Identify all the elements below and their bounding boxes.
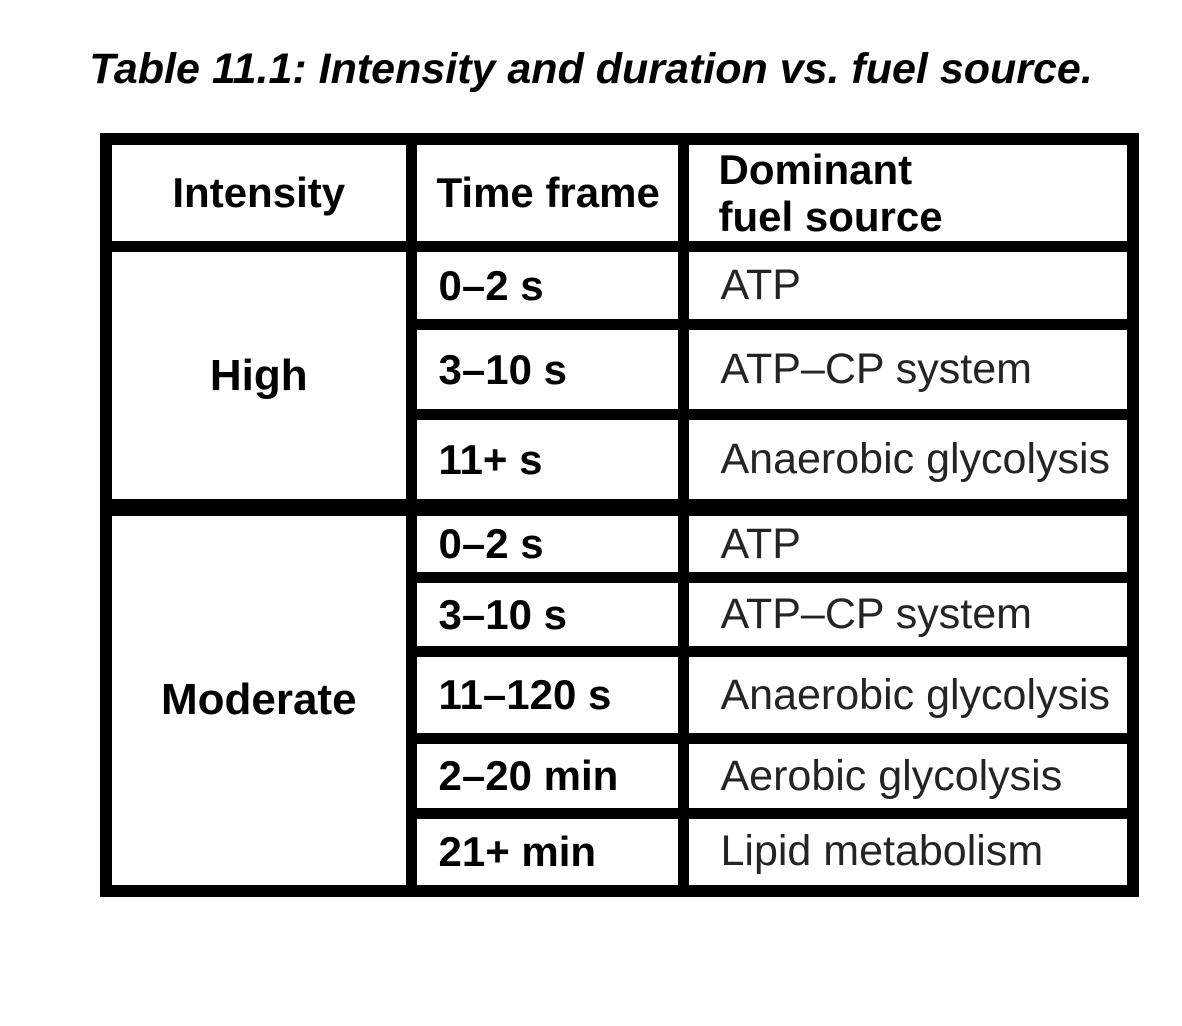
table-row: 11+ s Anaerobic glycolysis [106, 409, 1139, 514]
fuel-source-cell: Aerobic glycolysis [677, 733, 1139, 820]
fuel-source-cell: Anaerobic glycolysis [677, 409, 1139, 514]
table-row: 3–10 s ATP–CP system [106, 572, 1139, 658]
time-frame-cell: 0–2 s [405, 499, 689, 584]
time-frame-cell: 11–120 s [405, 646, 689, 745]
fuel-source-table: Intensity Time frame Dominant fuel sourc… [100, 133, 1139, 897]
table-row: High 0–2 s ATP [100, 241, 1139, 514]
table-row: 3–10 s ATP–CP system [106, 319, 1139, 421]
fuel-source-cell: Lipid metabolism [677, 808, 1139, 897]
fuel-source-cell: ATP–CP system [677, 319, 1139, 421]
fuel-source-cell: ATP [677, 499, 1139, 584]
table-caption: Table 11.1: Intensity and duration vs. f… [89, 45, 1093, 93]
intensity-cell-moderate: Moderate [100, 499, 417, 897]
time-frame-cell: 11+ s [405, 409, 689, 514]
table-row: 11–120 s Anaerobic glycolysis [106, 646, 1139, 745]
col-header-fuel-source: Dominant fuel source [677, 133, 1139, 253]
table-row: Moderate 0–2 s ATP [100, 499, 1139, 897]
header-row: Intensity Time frame Dominant fuel sourc… [100, 133, 1139, 253]
table-row: 21+ min Lipid metabolism [106, 808, 1139, 897]
fuel-source-cell: ATP [677, 241, 1139, 331]
time-frame-cell: 2–20 min [405, 733, 689, 820]
fuel-source-cell: Anaerobic glycolysis [677, 646, 1139, 745]
col-header-intensity: Intensity [100, 133, 417, 253]
time-frame-cell: 3–10 s [405, 319, 689, 421]
time-frame-cell: 21+ min [405, 808, 689, 897]
intensity-cell-high: High [100, 241, 417, 514]
table-row: 2–20 min Aerobic glycolysis [106, 733, 1139, 820]
time-frame-cell: 0–2 s [405, 241, 689, 331]
col-header-time-frame: Time frame [405, 133, 689, 253]
fuel-source-cell: ATP–CP system [677, 572, 1139, 658]
time-frame-cell: 3–10 s [405, 572, 689, 658]
